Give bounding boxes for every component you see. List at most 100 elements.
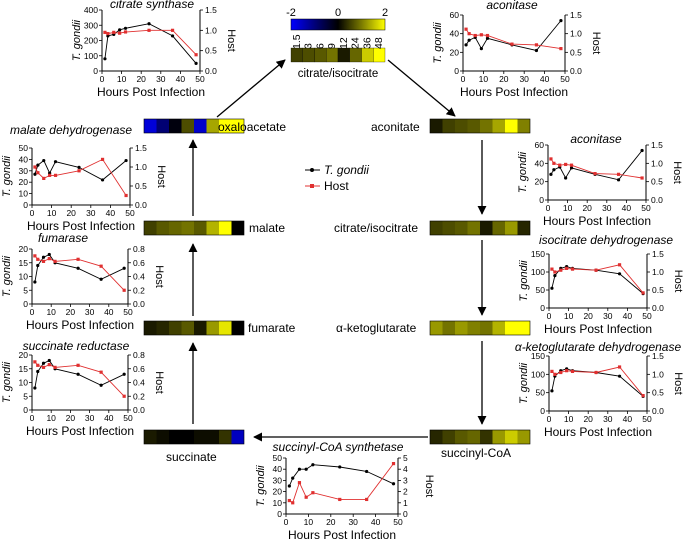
chart-aconitase-top: aconitase 0 10 20 30 40 50 0 20 40 60 0.0 0.5 1.0 1.5 H… <box>432 0 602 99</box>
series-host-point <box>33 360 37 364</box>
series-tg-point <box>122 372 126 376</box>
y2-tick-label: 3 <box>403 475 408 485</box>
y-axis-label: T. gondii <box>518 362 530 404</box>
heatmap-cell <box>430 430 443 444</box>
heatmap-cell <box>492 119 505 133</box>
x-tick-label: 40 <box>540 74 550 84</box>
series-host-point <box>559 370 563 375</box>
y-tick-label: 200 <box>84 36 98 46</box>
chart-title: fumarase <box>38 231 88 245</box>
heatmap-cell <box>181 321 194 335</box>
label-succinate: succinate <box>166 450 217 464</box>
chart-title: α-ketoglutarate dehydrogenase <box>515 340 682 354</box>
heatmap-cell <box>517 119 530 133</box>
heatmap-cell <box>231 119 244 133</box>
y2-tick-label: 1 <box>403 498 408 508</box>
series-host-point <box>53 259 57 263</box>
y2-axis-label: Host <box>671 161 683 184</box>
y-tick-label: 30 <box>273 475 283 485</box>
y2-axis-label: Host <box>225 29 237 52</box>
x-axis-label: Hours Post Infection <box>543 214 651 228</box>
y2-axis-label: Host <box>672 270 684 293</box>
series-host-point <box>42 176 46 180</box>
series-host-point <box>99 264 103 268</box>
y-tick-label: 10 <box>19 189 29 199</box>
heatmap-border <box>143 320 245 336</box>
heatmap-border <box>429 220 531 236</box>
heatmap-cell <box>194 119 207 133</box>
x-tick-label: 50 <box>560 74 570 84</box>
heatmap-cell <box>169 430 182 444</box>
series-tg-point <box>485 36 490 40</box>
y-tick-label: 50 <box>536 388 546 398</box>
chart-title: succinyl-CoA synthetase <box>273 440 404 454</box>
y-tick-label: 40 <box>450 29 460 39</box>
series-tg-line <box>34 253 125 283</box>
y-tick-label: 15 <box>19 258 29 268</box>
x-tick-label: 50 <box>123 413 133 423</box>
series-host-point <box>550 267 554 271</box>
y-tick-label: 10 <box>19 378 29 388</box>
series-host-point <box>594 268 598 272</box>
heatmap-cell <box>219 119 232 133</box>
series-tg-point <box>122 266 126 270</box>
x-tick-label: 0 <box>461 74 466 84</box>
series-host-line <box>34 361 125 397</box>
x-tick-label: 40 <box>104 413 114 423</box>
series-host-point <box>118 31 122 35</box>
y-tick-label: 10 <box>19 272 29 282</box>
heatmap-cell <box>480 430 493 444</box>
series-tg-point <box>99 383 103 387</box>
x-tick-label: 30 <box>519 74 529 84</box>
legend-host-marker <box>310 184 314 188</box>
y-tick-label: 400 <box>84 5 98 15</box>
x-tick-label: 40 <box>622 203 632 213</box>
heatmap-cell <box>156 119 169 133</box>
heatmap-cell <box>505 221 518 235</box>
series-host-point <box>41 365 46 369</box>
y2-tick-label: 0.0 <box>133 405 145 415</box>
pathway-arrows <box>188 59 487 442</box>
series-host-point <box>291 501 295 505</box>
heatmap-cell <box>455 430 468 444</box>
y2-tick-label: 0.0 <box>652 303 664 313</box>
heatmap-cell <box>480 119 493 133</box>
x-axis-label: Hours Post Infection <box>97 85 205 99</box>
y2-tick-label: 1.5 <box>205 5 217 15</box>
y2-tick-label: 0.4 <box>133 272 145 282</box>
heatmap-cell <box>194 221 207 235</box>
series-host-point <box>53 365 57 369</box>
chart-isocitrate-dehydrogenase: isocitrate dehydrogenase 0 10 20 30 40 50 0 50 10… <box>518 233 684 336</box>
y-axis-label: T. gondii <box>255 465 267 507</box>
y2-tick-label: 2 <box>403 487 408 497</box>
series-tg-line <box>34 359 125 389</box>
colorbar-hour-label: 36 <box>361 37 373 49</box>
x-tick-label: 10 <box>479 74 489 84</box>
series-tg-point <box>42 158 46 163</box>
y-tick-label: 100 <box>84 51 98 61</box>
series-tg-point <box>297 467 302 471</box>
x-axis-label: Hours Post Infection <box>27 219 135 233</box>
series-host-point <box>311 491 315 495</box>
heatmap-cell <box>492 430 505 444</box>
chart-title: citrate synthase <box>110 0 194 11</box>
x-tick-label: 0 <box>547 311 552 321</box>
heatmap-cell <box>455 221 468 235</box>
series-tg-point <box>569 166 574 170</box>
series-host-point <box>33 254 37 258</box>
heatmap-border <box>429 429 531 445</box>
heatmap-border <box>143 429 245 445</box>
y-tick-label: 150 <box>531 351 545 361</box>
series-tg-point <box>99 277 103 281</box>
y2-axis-label: Host <box>153 371 165 394</box>
heatmap-cell <box>219 221 232 235</box>
heatmap-cell <box>517 430 530 444</box>
colorbar-hour-label: 9 <box>326 43 338 49</box>
y-tick-label: 10 <box>273 498 283 508</box>
y-tick-label: 0 <box>540 303 545 313</box>
series-host-point <box>122 288 126 292</box>
series-host-point <box>287 498 291 503</box>
series-host-point <box>33 165 37 169</box>
heatmap-cell <box>505 321 518 335</box>
